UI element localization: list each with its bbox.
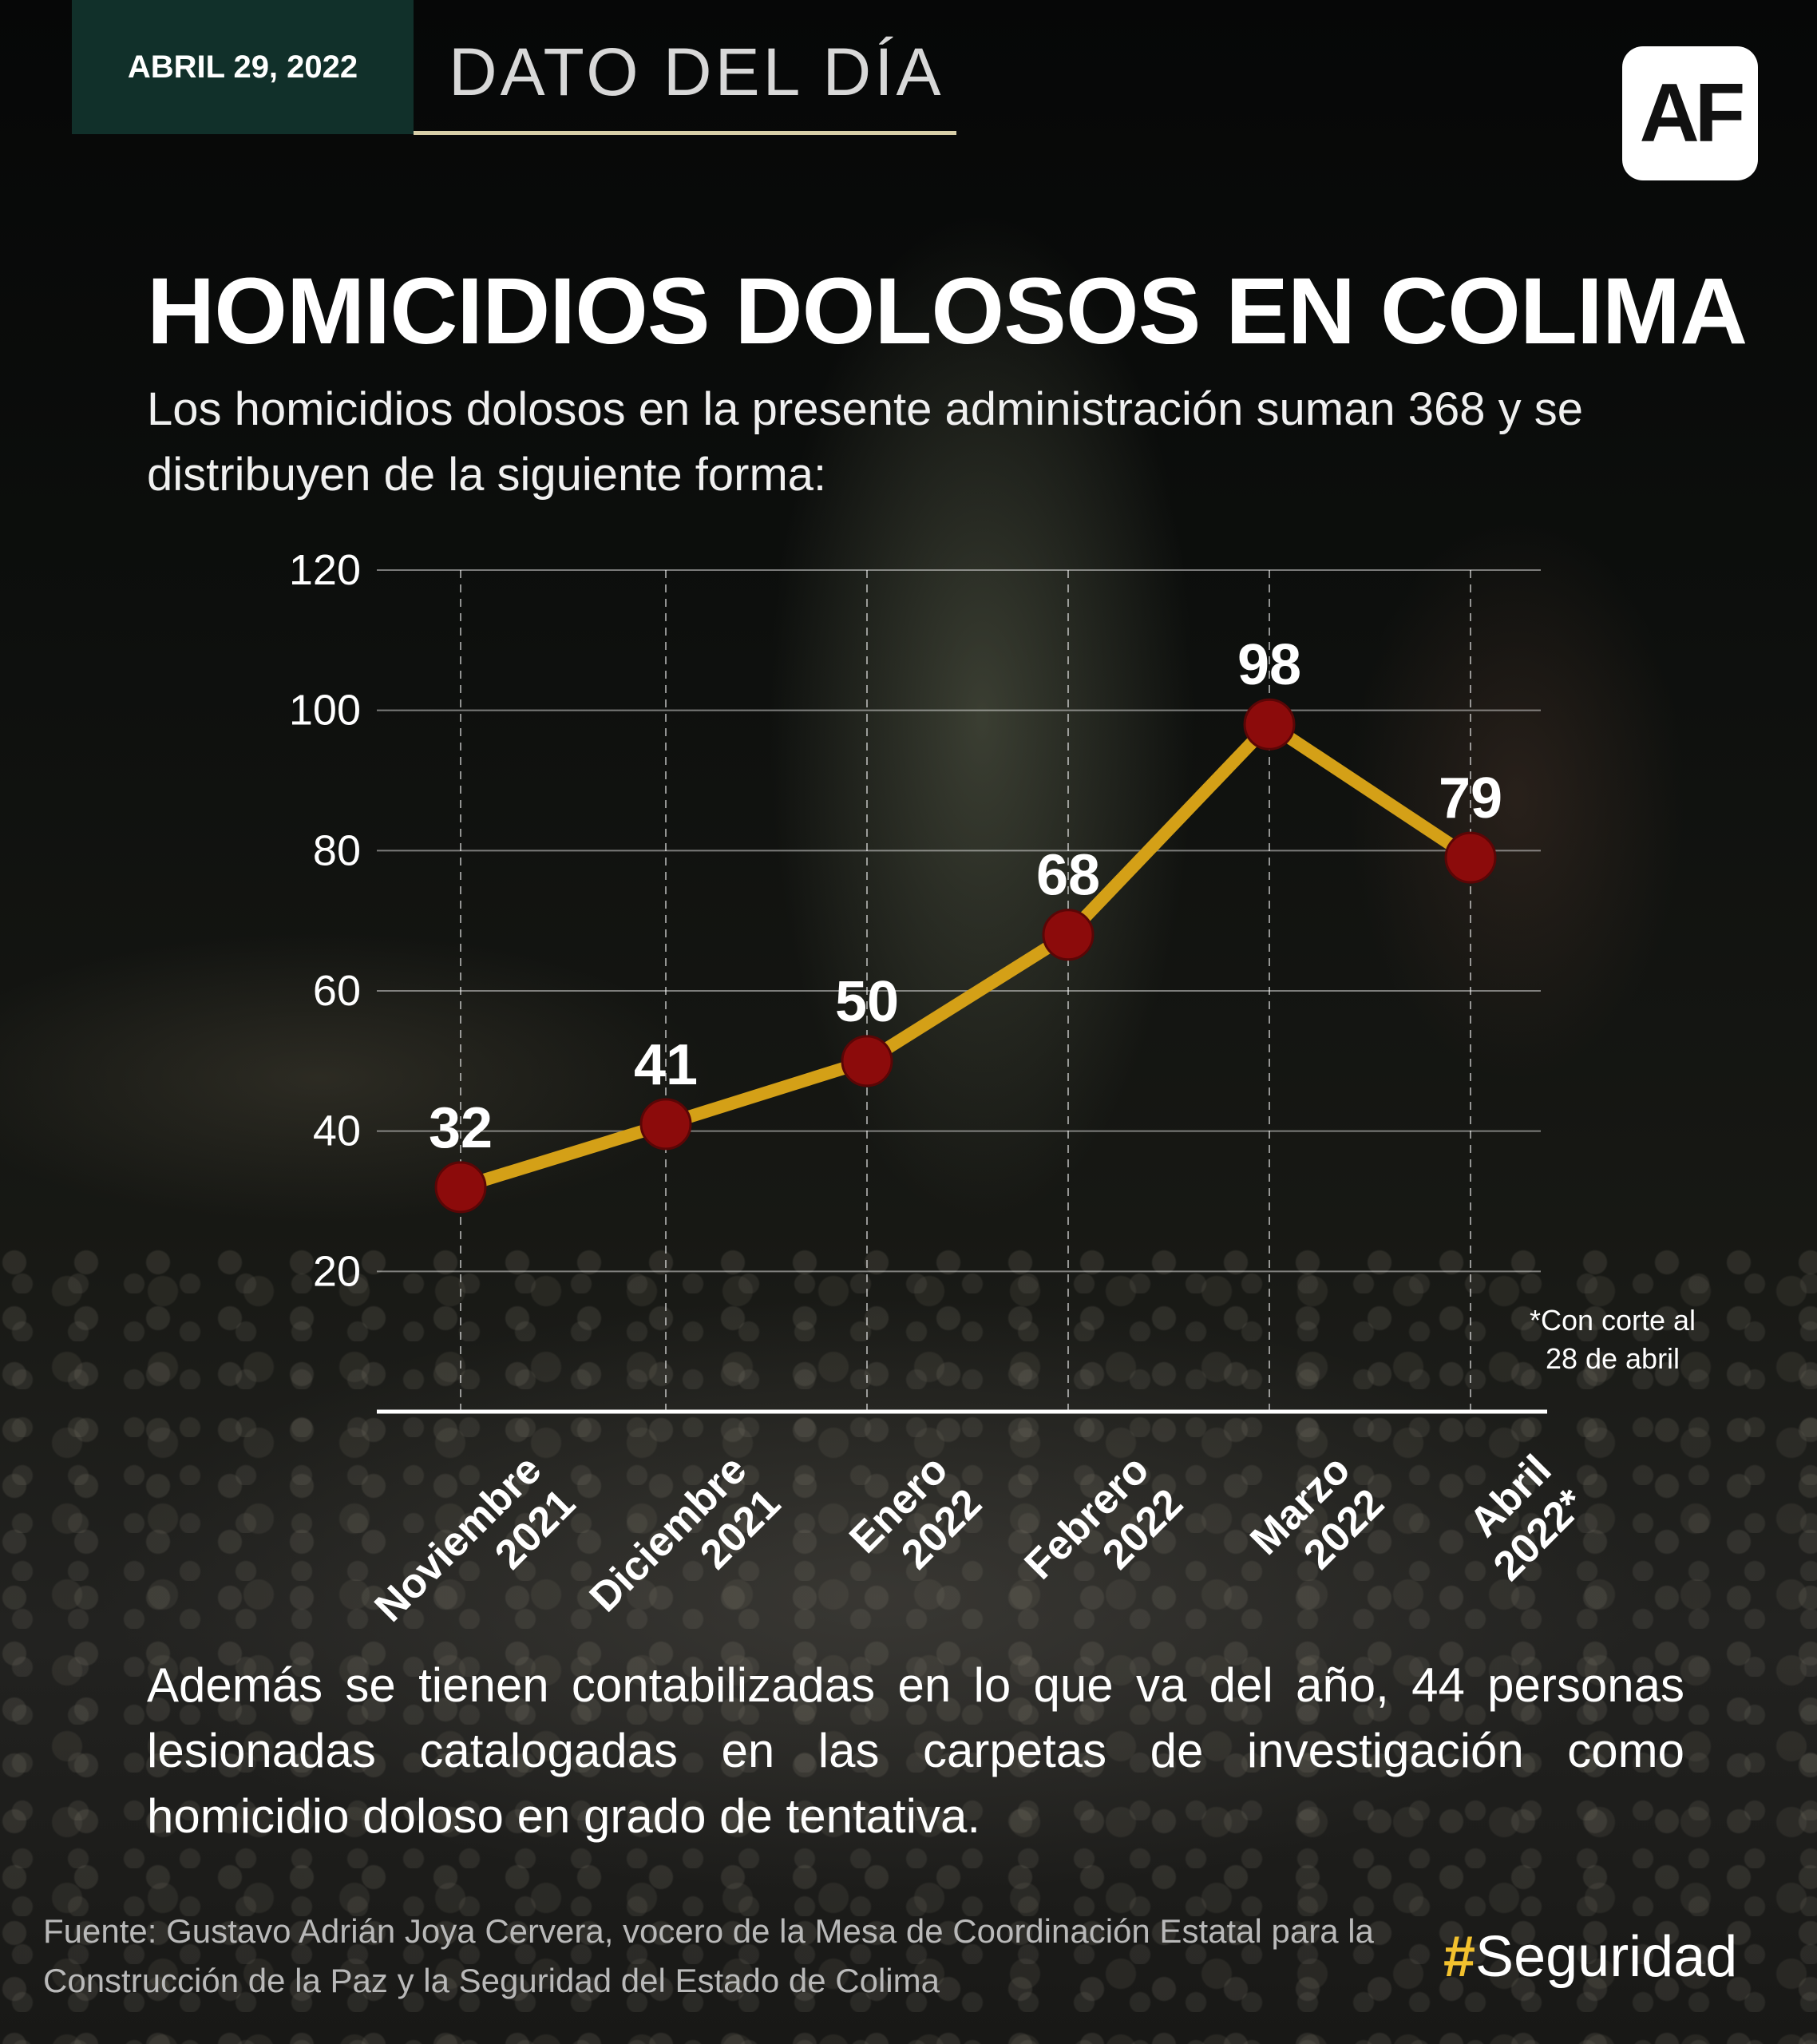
x-tick-label-4: Marzo2022 [1241, 1446, 1393, 1598]
date-text: ABRIL 29, 2022 [127, 49, 358, 85]
data-label-5: 79 [1439, 766, 1502, 830]
y-tick-label-80: 80 [313, 826, 361, 874]
data-label-4: 98 [1237, 633, 1301, 697]
footnote-text: Además se tienen contabilizadas en lo qu… [147, 1658, 1684, 1843]
category-guides [460, 570, 1471, 1412]
data-point-5 [1444, 831, 1497, 884]
x-tick-label-0: Noviembre2021 [366, 1446, 584, 1664]
series-line [454, 718, 1477, 1194]
y-tick-label-120: 120 [289, 546, 361, 594]
data-point-4 [1243, 698, 1296, 751]
y-tick-label-60: 60 [313, 967, 361, 1015]
y-tick-label-20: 20 [313, 1247, 361, 1295]
data-point-1 [639, 1098, 692, 1151]
data-markers [434, 698, 1497, 1214]
hashtag: #Seguridad [1443, 1924, 1737, 1990]
hashtag-text: Seguridad [1475, 1925, 1738, 1989]
grid-lines [377, 569, 1541, 1273]
note-line-1: *Con corte al [1529, 1304, 1696, 1337]
x-tick-label-3: Febrero2022 [1016, 1446, 1192, 1622]
af-logo: AF [1622, 46, 1758, 180]
data-point-3 [1042, 909, 1095, 961]
x-tick-label-2: Enero2022 [841, 1446, 991, 1596]
x-tick-label-1: Diciembre2021 [581, 1446, 790, 1654]
kicker-label: DATO DEL DÍA [449, 34, 944, 109]
note-line-2: 28 de abril [1545, 1342, 1680, 1375]
y-tick-label-40: 40 [313, 1107, 361, 1155]
date-badge: ABRIL 29, 2022 [72, 0, 414, 134]
data-point-2 [841, 1035, 893, 1087]
data-label-1: 41 [634, 1033, 698, 1097]
data-label-3: 68 [1036, 844, 1100, 908]
x-tick-label-5: Abril2022* [1451, 1446, 1594, 1590]
kicker-underline [414, 131, 956, 135]
chart-title: HOMICIDIOS DOLOSOS EN COLIMA [147, 259, 1748, 364]
chart-subtitle: Los homicidios dolosos en la presente ad… [147, 383, 1583, 501]
y-axis-ticks: 20 40 60 80 100 120 [289, 546, 361, 1295]
data-point-0 [434, 1161, 487, 1214]
hash-symbol: # [1443, 1925, 1476, 1989]
data-label-2: 50 [835, 970, 899, 1034]
y-tick-label-100: 100 [289, 687, 361, 735]
data-label-0: 32 [429, 1096, 493, 1160]
chart-note: *Con corte al 28 de abril [1517, 1301, 1708, 1378]
logo-text: AF [1639, 66, 1746, 160]
source-text: Fuente: Gustavo Adrián Joya Cervera, voc… [43, 1912, 1374, 1999]
data-labels: 32 41 50 68 98 79 [429, 633, 1502, 1160]
